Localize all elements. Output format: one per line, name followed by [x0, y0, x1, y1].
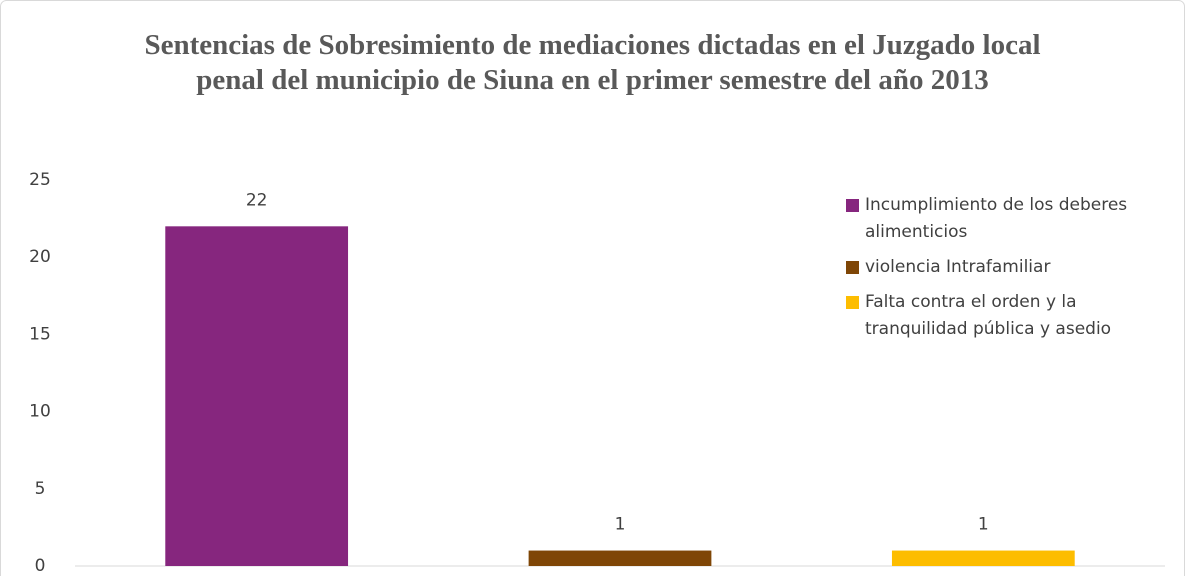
y-tick-label: 0 — [35, 556, 46, 576]
legend: Incumplimiento de los deberes alimentici… — [846, 192, 1176, 351]
y-tick-label: 5 — [35, 479, 46, 499]
data-label: 22 — [246, 190, 268, 210]
data-label: 1 — [978, 515, 989, 535]
data-label: 1 — [615, 515, 626, 535]
legend-item: Incumplimiento de los deberes alimentici… — [846, 192, 1176, 246]
legend-item: Falta contra el orden y la tranquilidad … — [846, 289, 1176, 343]
y-tick-label: 15 — [29, 324, 51, 344]
chart-title: Sentencias de Sobresimiento de mediacion… — [144, 29, 1041, 96]
legend-swatch — [846, 296, 859, 309]
bar — [165, 226, 349, 566]
y-tick-label: 25 — [29, 170, 51, 190]
legend-item: violencia Intrafamiliar — [846, 254, 1176, 281]
legend-swatch — [846, 199, 859, 212]
y-tick-label: 10 — [29, 402, 51, 422]
legend-label: Incumplimiento de los deberes alimentici… — [865, 195, 1128, 242]
bar — [891, 550, 1075, 566]
legend-swatch — [846, 261, 859, 274]
legend-label: Falta contra el orden y la tranquilidad … — [865, 292, 1112, 339]
y-tick-label: 20 — [29, 247, 51, 267]
legend-label: violencia Intrafamiliar — [865, 257, 1051, 277]
bar — [528, 550, 712, 566]
